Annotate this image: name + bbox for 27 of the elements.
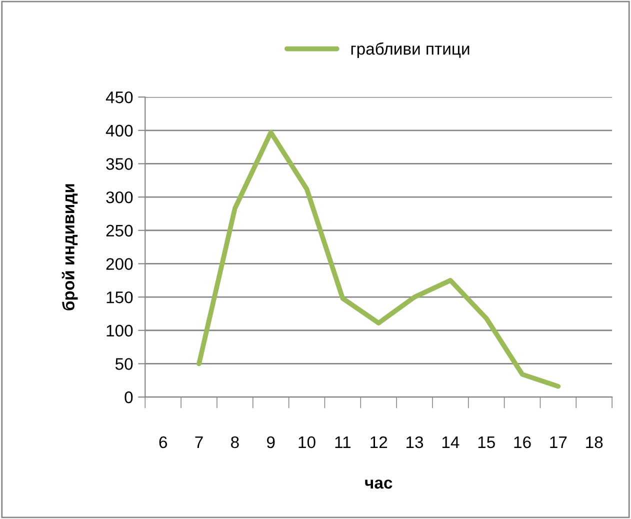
x-tick-label: 12: [370, 436, 388, 448]
y-tick-label: 200: [106, 258, 133, 270]
x-tick-label: 6: [159, 436, 167, 448]
x-tick-label: 13: [406, 436, 424, 448]
x-tick-label: 8: [231, 436, 239, 448]
x-tick-label: 18: [586, 436, 603, 448]
x-tick-label: 10: [298, 436, 316, 448]
y-tick-label: 250: [106, 224, 133, 237]
x-tick-label: 9: [266, 436, 275, 448]
y-tick-label: 350: [106, 158, 133, 170]
line-series: [196, 130, 561, 389]
y-tick-label: 100: [106, 324, 133, 337]
x-tick-label: 14: [442, 436, 460, 448]
x-tick-label: 7: [195, 436, 203, 448]
y-axis-title: брой индивиди: [62, 184, 78, 310]
y-tick-label: 300: [106, 191, 133, 204]
y-tick-label: 50: [115, 358, 133, 370]
x-axis-title: час: [365, 480, 392, 489]
x-tick-label: 11: [335, 436, 351, 448]
y-tick-label: 400: [106, 124, 133, 137]
y-tick-label: 0: [124, 391, 133, 404]
legend-label: грабливи птици: [351, 42, 470, 58]
x-tick-label: 17: [550, 436, 567, 448]
y-tick-label: 450: [106, 91, 133, 104]
y-tick-label: 150: [106, 291, 133, 304]
x-tick-label: 15: [478, 436, 495, 448]
x-tick-label: 16: [514, 436, 531, 448]
